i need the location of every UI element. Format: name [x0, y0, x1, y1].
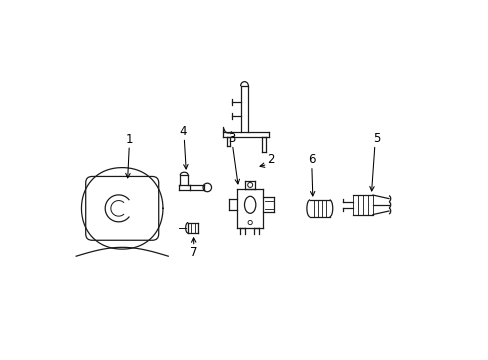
Text: 5: 5 [372, 132, 380, 145]
Text: 6: 6 [307, 153, 315, 166]
Text: 7: 7 [190, 246, 198, 259]
Text: 4: 4 [180, 125, 187, 138]
Text: 2: 2 [267, 153, 274, 166]
Text: 3: 3 [227, 132, 235, 145]
Text: 1: 1 [125, 133, 133, 146]
